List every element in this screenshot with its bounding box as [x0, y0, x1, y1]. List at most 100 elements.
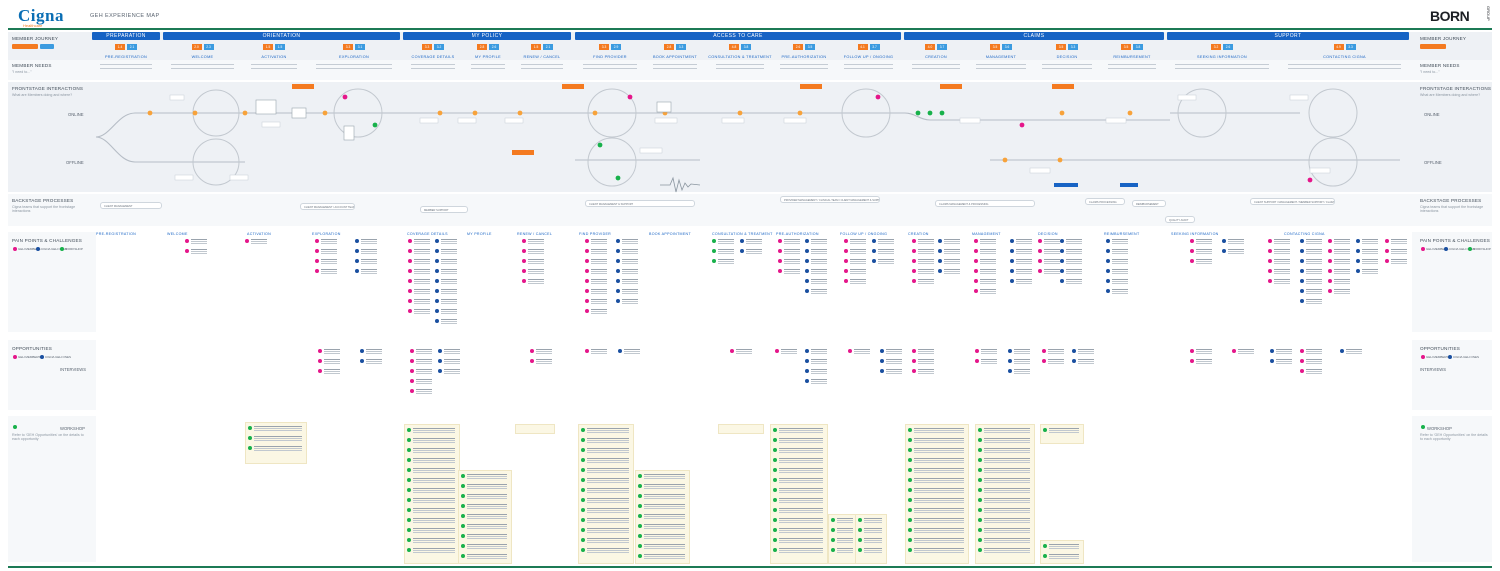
workshop-panel — [770, 424, 828, 564]
insight-card — [581, 457, 631, 466]
map-title: GEH EXPERIENCE MAP — [90, 13, 160, 19]
member-need-text-line — [976, 64, 1026, 65]
stage-title: REIMBURSEMENT — [1113, 55, 1151, 59]
insight-text-lines — [414, 249, 430, 250]
insight-text-lines — [1078, 359, 1094, 360]
lane-offline-right: OFFLINE — [1424, 160, 1442, 165]
insight-card — [616, 258, 640, 267]
stage-title: PRE-AUTHORIZATION — [781, 55, 827, 59]
stage-score-members: 3.5 — [990, 44, 1000, 50]
legend-opp-members-dot-right — [1421, 355, 1425, 359]
insight-card — [844, 248, 868, 257]
insight-card — [974, 258, 998, 267]
note — [504, 117, 524, 124]
insight-marker — [712, 249, 716, 253]
member-need-text-line — [1288, 64, 1401, 65]
insight-card — [407, 527, 457, 536]
insight-marker — [1106, 279, 1110, 283]
insight-marker — [908, 538, 912, 542]
insight-text-lines — [622, 259, 638, 260]
insight-card — [408, 248, 432, 257]
insight-card — [1042, 358, 1066, 367]
tag-label — [562, 84, 584, 89]
insight-card — [974, 238, 998, 247]
insight-marker — [908, 458, 912, 462]
insight-card — [912, 368, 936, 377]
insight-text-lines — [1306, 239, 1322, 240]
born-logo-subtitle: GROUP — [1486, 6, 1491, 21]
insight-text-lines — [980, 289, 996, 290]
insight-text-lines — [811, 279, 827, 280]
insight-card — [912, 248, 936, 257]
insight-marker — [1043, 554, 1047, 558]
insight-text-lines — [413, 548, 455, 549]
insight-card — [778, 248, 802, 257]
insight-card — [638, 473, 687, 482]
insight-card — [585, 298, 609, 307]
insight-marker — [1300, 289, 1304, 293]
insight-marker — [438, 359, 442, 363]
legend-members: GEH MEMBERS — [18, 247, 41, 251]
insight-marker — [522, 249, 526, 253]
member-need-text-line — [1108, 64, 1156, 65]
insight-card — [435, 268, 459, 277]
insight-text-lines — [416, 379, 432, 380]
insight-text-lines — [1274, 279, 1290, 280]
insight-marker — [912, 369, 916, 373]
member-need-text-line — [844, 64, 893, 65]
insight-card — [844, 278, 868, 287]
insight-card — [1038, 248, 1062, 257]
insight-card — [461, 513, 509, 522]
backstage-item: REIMBURSEMENT — [1132, 200, 1166, 207]
insight-text-lines — [779, 438, 823, 439]
member-need-text-line — [471, 68, 505, 69]
stage-score-cigna: 2.1 — [127, 44, 137, 50]
insight-text-lines — [1066, 249, 1082, 250]
member-need-text-line — [583, 68, 637, 69]
legend-workshop-dot — [60, 247, 64, 251]
insight-marker — [1222, 239, 1226, 243]
insight-text-lines — [536, 359, 552, 360]
insight-card — [974, 268, 998, 277]
stage-score-cigna: 3.8 — [1133, 44, 1143, 50]
insight-text-lines — [1016, 279, 1032, 280]
stage-2: 1.5 1.5 ACTIVATION — [243, 42, 305, 60]
insight-card — [1356, 248, 1380, 257]
insight-card — [908, 457, 966, 466]
insight-card — [978, 477, 1032, 486]
insight-marker — [1300, 239, 1304, 243]
legend-opp-members-dot — [13, 355, 17, 359]
insight-text-lines — [1112, 279, 1128, 280]
insight-text-lines — [878, 259, 894, 260]
insight-card — [638, 503, 687, 512]
insight-card — [912, 258, 936, 267]
member-need-text-line — [251, 64, 297, 65]
insight-marker — [461, 534, 465, 538]
member-need-text-line — [653, 64, 697, 65]
note — [457, 117, 477, 124]
insight-card — [773, 447, 825, 456]
insight-marker — [407, 518, 411, 522]
screen-icons — [255, 99, 672, 141]
member-need-text-line — [844, 68, 893, 69]
stage-score-members: 2.8 — [477, 44, 487, 50]
note — [1105, 117, 1127, 124]
stage-score-cigna: 3.5 — [805, 44, 815, 50]
insight-text-lines — [944, 239, 960, 240]
insight-marker — [522, 239, 526, 243]
insight-card — [1300, 278, 1324, 287]
member-need-text-line — [1175, 68, 1269, 69]
insight-text-lines — [1016, 239, 1032, 240]
column-header: EXPLORATION — [312, 232, 341, 236]
stage-title: CREATION — [925, 55, 947, 59]
insight-card — [407, 427, 457, 436]
insight-marker — [831, 538, 835, 542]
insight-card — [805, 368, 829, 377]
insight-card — [585, 288, 609, 297]
insight-card — [978, 457, 1032, 466]
insight-card — [778, 268, 802, 277]
flow-dot — [737, 110, 743, 116]
insight-card — [1043, 427, 1081, 436]
insight-marker — [805, 289, 809, 293]
insight-card — [581, 427, 631, 436]
